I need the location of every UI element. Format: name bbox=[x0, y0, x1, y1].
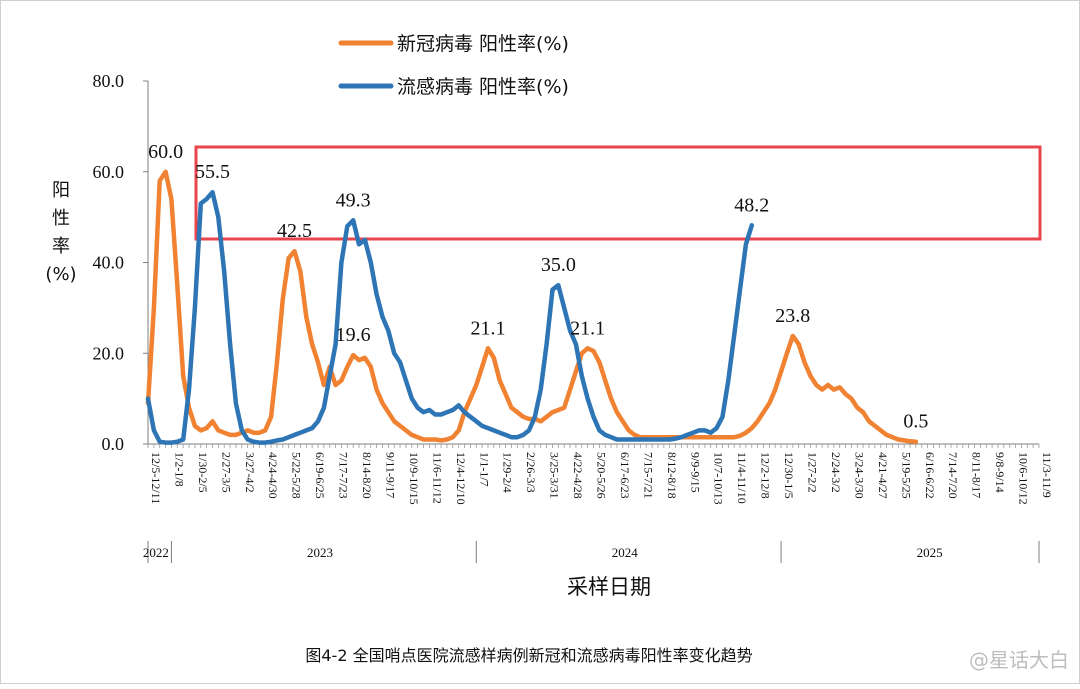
x-tick-label: 5/20-5/26 bbox=[595, 452, 609, 499]
x-tick-label: 6/19-6/25 bbox=[313, 452, 327, 499]
x-tick-label: 6/17-6/23 bbox=[618, 452, 632, 499]
y-tick-label: 0.0 bbox=[102, 434, 125, 454]
x-tick-label: 12/2-12/8 bbox=[759, 452, 773, 499]
watermark-text: @星话大白 bbox=[969, 648, 1069, 672]
peak-label: 21.1 bbox=[570, 317, 605, 339]
x-tick-label: 12/30-1/5 bbox=[782, 452, 796, 499]
y-axis-label: (%) bbox=[45, 264, 76, 285]
peak-label: 21.1 bbox=[470, 317, 505, 339]
x-tick-label: 1/2-1/8 bbox=[172, 452, 186, 487]
flu-series-line bbox=[145, 189, 755, 445]
legend: 新冠病毒 阳性率(%) 流感病毒 阳性率(%) bbox=[338, 33, 569, 98]
peak-label: 48.2 bbox=[734, 194, 769, 216]
x-tick-label: 7/17-7/23 bbox=[337, 452, 351, 499]
x-tick-label: 11/3-11/9 bbox=[1040, 452, 1054, 498]
year-label: 2025 bbox=[917, 545, 943, 560]
x-axis-label: 采样日期 bbox=[567, 575, 651, 599]
y-axis-label: 阳 bbox=[52, 180, 70, 201]
x-tick-label: 9/9-9/15 bbox=[688, 452, 702, 493]
y-axis-label: 性 bbox=[52, 208, 70, 229]
x-tick-label: 6/16-6/22 bbox=[923, 452, 937, 499]
legend-label-flu: 流感病毒 阳性率(%) bbox=[397, 76, 569, 98]
x-tick-label: 2/26-3/3 bbox=[524, 452, 538, 493]
x-tick-label: 4/24-4/30 bbox=[266, 452, 280, 499]
x-tick-label: 11/4-11/10 bbox=[735, 452, 749, 504]
y-tick-label: 80.0 bbox=[93, 71, 125, 91]
x-tick-label: 7/15-7/21 bbox=[641, 452, 655, 499]
x-tick-label: 2/27-3/5 bbox=[219, 452, 233, 493]
axes: 0.0 20.0 40.0 60.0 80.0 12/5-12/11 1/2-1/8 1/30… bbox=[93, 71, 1054, 563]
highlight-box bbox=[194, 145, 1042, 241]
x-tick-label: 8/11-8/17 bbox=[970, 452, 984, 498]
x-tick-label: 1/30-2/5 bbox=[196, 452, 210, 493]
x-tick-label: 12/5-12/11 bbox=[149, 452, 163, 504]
x-tick-label: 1/27-2/2 bbox=[806, 452, 820, 493]
x-tick-label: 10/6-10/12 bbox=[1017, 452, 1031, 505]
x-tick-label: 5/22-5/28 bbox=[290, 452, 304, 499]
x-tick-label: 4/22-4/28 bbox=[571, 452, 585, 499]
peak-label: 49.3 bbox=[336, 189, 371, 211]
series-lines bbox=[145, 169, 919, 445]
x-tick-label: 7/14-7/20 bbox=[946, 452, 960, 499]
y-axis-label: 率 bbox=[52, 236, 70, 257]
x-tick-label: 2/24-3/2 bbox=[829, 452, 843, 493]
x-tick-label: 3/24-3/30 bbox=[852, 452, 866, 499]
peak-label: 19.6 bbox=[336, 324, 371, 346]
peak-label: 60.0 bbox=[148, 141, 183, 163]
x-tick-label: 3/25-3/31 bbox=[548, 452, 562, 499]
peak-label: 55.5 bbox=[195, 161, 230, 183]
peak-label: 0.5 bbox=[903, 411, 928, 433]
x-tick-label: 9/11-9/17 bbox=[383, 452, 397, 498]
peak-label: 42.5 bbox=[277, 220, 312, 242]
peak-label: 35.0 bbox=[541, 254, 576, 276]
x-tick-label: 1/29-2/4 bbox=[501, 452, 515, 493]
x-tick-label: 5/19-5/25 bbox=[899, 452, 913, 499]
y-tick-label: 60.0 bbox=[93, 162, 125, 182]
x-tick-label: 8/12-8/18 bbox=[665, 452, 679, 499]
x-tick-label: 9/8-9/14 bbox=[993, 452, 1007, 493]
peak-label: 23.8 bbox=[775, 305, 810, 327]
year-label: 2022 bbox=[143, 545, 169, 560]
x-tick-label: 10/9-10/15 bbox=[407, 452, 421, 505]
y-tick-label: 40.0 bbox=[93, 253, 125, 273]
highlight-rectangle bbox=[194, 145, 1042, 241]
x-tick-label: 1/1-1/7 bbox=[477, 452, 491, 487]
legend-label-covid: 新冠病毒 阳性率(%) bbox=[397, 33, 569, 55]
figure-caption: 图4-2 全国哨点医院流感样病例新冠和流感病毒阳性率变化趋势 bbox=[305, 646, 752, 665]
year-label: 2024 bbox=[612, 545, 639, 560]
year-label: 2023 bbox=[307, 545, 333, 560]
x-tick-label: 10/7-10/13 bbox=[712, 452, 726, 505]
y-tick-label: 20.0 bbox=[93, 343, 125, 363]
x-tick-label: 12/4-12/10 bbox=[454, 452, 468, 505]
x-tick-label: 3/27-4/2 bbox=[243, 452, 257, 493]
x-tick-label: 11/6-11/12 bbox=[430, 452, 444, 504]
peak-labels: 60.0 55.5 42.5 19.6 49.3 21.1 21.1 35.0 23.8 48.2… bbox=[148, 141, 928, 433]
x-tick-label: 4/21-4/27 bbox=[876, 452, 890, 499]
x-tick-label: 8/14-8/20 bbox=[360, 452, 374, 499]
